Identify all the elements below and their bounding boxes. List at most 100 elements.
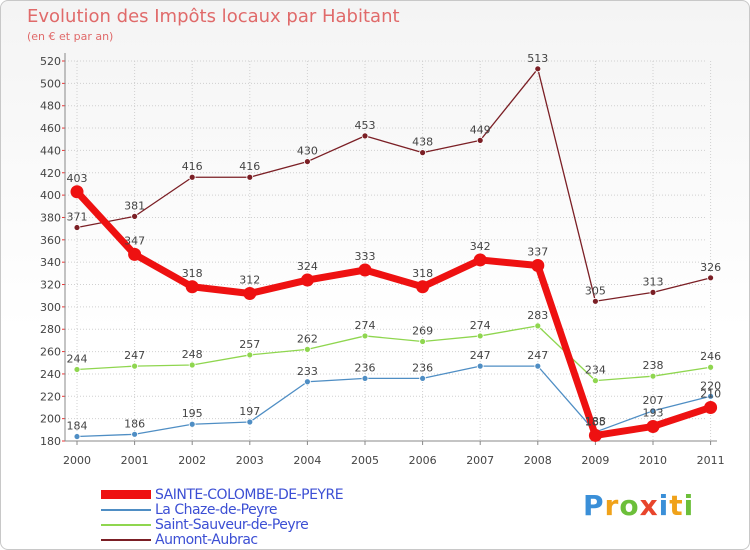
labels-layer: 371 381 416 416 430 453 438 449 513 305 313 326 244 2… <box>67 52 722 433</box>
x-tick-label: 2003 <box>236 454 264 467</box>
legend-swatch-aumont-aubrac <box>101 538 151 541</box>
data-label: 403 <box>67 172 88 185</box>
data-label: 246 <box>700 350 721 363</box>
data-label: 371 <box>67 211 88 224</box>
data-point-sainte-colombe-de-peyre <box>300 273 314 287</box>
legend-item-saint-sauveur: Saint-Sauveur-de-Peyre <box>101 516 343 533</box>
data-label: 220 <box>700 379 721 392</box>
legend-label: Saint-Sauveur-de-Peyre <box>155 516 309 533</box>
data-label: 188 <box>585 415 606 428</box>
y-tick-label: 220 <box>40 390 61 403</box>
data-point-la-chaze-de-peyre <box>303 378 311 386</box>
data-label: 269 <box>412 325 433 338</box>
data-point-aumont-aubrac <box>592 297 599 305</box>
x-tick-label: 2004 <box>293 454 321 467</box>
data-label: 318 <box>182 267 203 280</box>
y-tick-label: 180 <box>40 435 61 448</box>
data-point-aumont-aubrac <box>419 149 427 157</box>
data-label: 207 <box>643 394 664 407</box>
legend-label: SAINTE-COLOMBE-DE-PEYRE <box>155 486 344 503</box>
data-point-saint-sauveur-de-peyre <box>188 361 196 369</box>
data-point-la-chaze-de-peyre <box>188 420 196 428</box>
data-label: 313 <box>643 275 664 288</box>
data-point-la-chaze-de-peyre <box>73 433 81 440</box>
data-point-la-chaze-de-peyre <box>649 407 657 415</box>
y-tick-label: 240 <box>40 368 61 381</box>
legend-swatch-la-chaze <box>101 508 151 511</box>
y-tick-label: 520 <box>40 55 61 68</box>
series-line-saint-sauveur-de-peyre <box>76 325 711 382</box>
data-point-la-chaze-de-peyre <box>707 392 714 400</box>
data-label: 449 <box>470 123 491 136</box>
data-point-saint-sauveur-de-peyre <box>476 332 484 340</box>
y-tick-label: 320 <box>40 279 61 292</box>
data-label: 333 <box>355 250 376 263</box>
axes: 180 200 220 240 260 280 300 320 340 360 380 400 420 4… <box>40 53 725 467</box>
data-label: 236 <box>355 361 376 374</box>
data-label: 238 <box>643 359 664 372</box>
y-tick-label: 340 <box>40 256 61 269</box>
x-tick-label: 2007 <box>466 454 494 467</box>
x-tick-label: 2011 <box>697 454 725 467</box>
x-tick-label: 2006 <box>409 454 437 467</box>
data-point-la-chaze-de-peyre <box>131 430 139 438</box>
y-tick-label: 300 <box>40 301 61 314</box>
data-label: 186 <box>124 417 145 430</box>
legend-item-la-chaze: La Chaze-de-Peyre <box>101 501 343 518</box>
data-point-saint-sauveur-de-peyre <box>534 322 542 330</box>
data-label: 197 <box>239 405 260 418</box>
data-label: 305 <box>585 284 606 297</box>
data-label: 283 <box>527 309 548 322</box>
y-tick-label: 460 <box>40 122 61 135</box>
data-point-la-chaze-de-peyre <box>361 375 369 382</box>
y-tick-label: 200 <box>40 413 61 426</box>
data-point-saint-sauveur-de-peyre <box>649 372 657 380</box>
data-point-saint-sauveur-de-peyre <box>246 351 254 359</box>
data-label: 416 <box>182 160 203 173</box>
data-point-sainte-colombe-de-peyre <box>531 259 545 273</box>
y-tick-label: 360 <box>40 234 61 247</box>
data-point-aumont-aubrac <box>361 132 369 140</box>
data-label: 326 <box>700 261 721 274</box>
x-tick-label: 2000 <box>63 454 91 467</box>
grid <box>65 60 712 442</box>
data-point-sainte-colombe-de-peyre <box>185 280 199 294</box>
data-label: 274 <box>355 319 376 332</box>
chart-title: Evolution des Impôts locaux par Habitant <box>27 6 400 27</box>
x-tick-label: 2010 <box>639 454 667 467</box>
data-label: 247 <box>527 349 548 362</box>
x-tick-label: 2001 <box>121 454 149 467</box>
data-label: 234 <box>585 364 606 377</box>
data-label: 381 <box>124 199 145 212</box>
data-point-aumont-aubrac <box>707 274 714 282</box>
data-label: 185 <box>585 415 606 428</box>
legend-item-sainte-colombe: SAINTE-COLOMBE-DE-PEYRE <box>101 486 344 503</box>
data-point-la-chaze-de-peyre <box>246 418 254 426</box>
data-point-la-chaze-de-peyre <box>534 362 542 370</box>
data-point-aumont-aubrac <box>476 136 484 144</box>
series-line-sainte-colombe-de-peyre <box>74 189 712 439</box>
legend-label: La Chaze-de-Peyre <box>155 501 278 518</box>
data-point-saint-sauveur-de-peyre <box>419 338 427 345</box>
data-point-sainte-colombe-de-peyre <box>416 280 430 294</box>
data-point-saint-sauveur-de-peyre <box>303 345 311 353</box>
data-label: 318 <box>412 267 433 280</box>
y-tick-label: 260 <box>40 346 61 359</box>
data-label: 262 <box>297 332 318 345</box>
x-tick-label: 2009 <box>581 454 609 467</box>
data-label: 195 <box>182 407 203 420</box>
data-point-sainte-colombe-de-peyre <box>358 263 372 277</box>
proxiti-logo: Proxiti <box>583 489 695 522</box>
data-label: 233 <box>297 365 318 378</box>
series-line-la-chaze-de-peyre <box>76 365 711 438</box>
data-point-aumont-aubrac <box>188 173 196 181</box>
data-label: 248 <box>182 348 203 361</box>
data-label: 257 <box>239 338 260 351</box>
legend-item-aumont-aubrac: Aumont-Aubrac <box>101 532 343 548</box>
data-label: 342 <box>470 240 491 253</box>
x-tick-label: 2002 <box>178 454 206 467</box>
data-label: 184 <box>67 420 88 433</box>
data-label: 438 <box>412 136 433 149</box>
data-point-sainte-colombe-de-peyre <box>473 253 487 267</box>
